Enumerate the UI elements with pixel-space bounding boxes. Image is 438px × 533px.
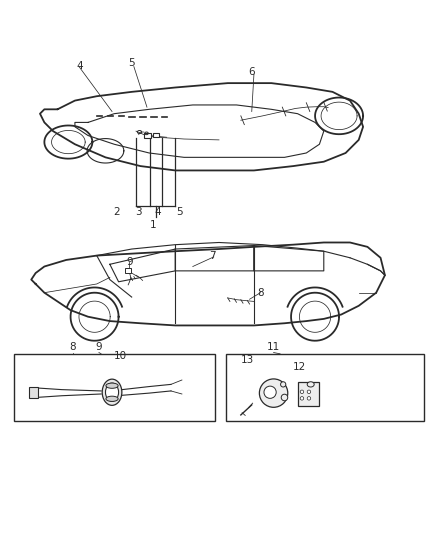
Ellipse shape <box>106 396 118 401</box>
Text: 9: 9 <box>126 257 133 267</box>
Ellipse shape <box>106 383 118 389</box>
Text: 4: 4 <box>155 207 161 217</box>
Text: 12: 12 <box>293 362 307 372</box>
Ellipse shape <box>300 397 304 400</box>
Ellipse shape <box>300 390 304 393</box>
Ellipse shape <box>281 394 288 401</box>
Bar <box>29 387 38 398</box>
Ellipse shape <box>281 382 286 387</box>
Text: 2: 2 <box>113 207 120 217</box>
Text: 5: 5 <box>177 207 183 217</box>
Bar <box>297 382 318 406</box>
Bar <box>144 133 151 138</box>
Ellipse shape <box>102 379 122 405</box>
Text: 10: 10 <box>114 351 127 361</box>
Bar <box>226 354 424 422</box>
Text: 8: 8 <box>69 342 76 352</box>
Ellipse shape <box>307 397 311 400</box>
Text: 8: 8 <box>257 288 264 298</box>
Bar <box>125 268 131 272</box>
Text: 5: 5 <box>128 59 135 68</box>
Text: 7: 7 <box>209 251 216 261</box>
Text: 1: 1 <box>149 220 156 230</box>
Bar <box>14 354 215 422</box>
Ellipse shape <box>307 390 311 393</box>
Ellipse shape <box>264 386 276 398</box>
Ellipse shape <box>307 382 314 387</box>
Text: 11: 11 <box>267 342 280 352</box>
Text: 6: 6 <box>248 67 255 77</box>
Text: 9: 9 <box>95 342 102 352</box>
Ellipse shape <box>259 379 288 407</box>
Ellipse shape <box>106 383 119 401</box>
Text: 4: 4 <box>76 61 83 71</box>
Text: 13: 13 <box>241 356 254 365</box>
Bar <box>152 133 159 137</box>
Text: 3: 3 <box>135 207 141 217</box>
